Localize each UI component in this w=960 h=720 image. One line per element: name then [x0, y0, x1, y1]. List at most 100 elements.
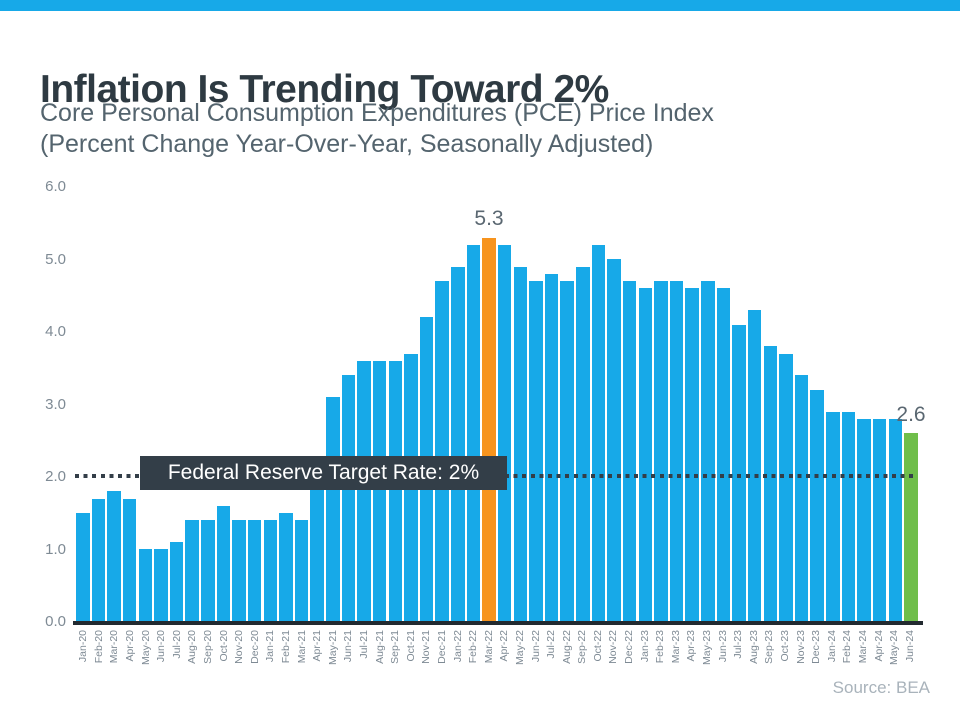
bar: [138, 549, 152, 622]
x-tick-label: Nov-21: [420, 630, 433, 664]
y-tick-label: 1.0: [45, 541, 66, 558]
x-tick-label: Mar-22: [482, 630, 495, 664]
y-tick-label: 6.0: [45, 178, 66, 195]
bar: [154, 549, 168, 622]
bar: [247, 520, 262, 622]
target-rate-label: Federal Reserve Target Rate: 2%: [167, 461, 480, 484]
bar: [529, 281, 543, 622]
x-tick-label: Oct-20: [217, 630, 230, 662]
bar: [872, 419, 887, 622]
bar: [201, 520, 215, 622]
bar: [185, 520, 199, 622]
x-tick-label: Sep-22: [576, 630, 589, 664]
x-tick-label: Oct-21: [404, 630, 417, 662]
bar: [576, 267, 590, 622]
bar: [357, 361, 371, 622]
x-tick-label: Sep-20: [202, 630, 215, 664]
x-axis-tick-labels: Jan-20 Feb-20 Mar-20 Apr-20 May-20 Jun-20 Jul-…: [76, 630, 918, 680]
x-tick-label: Jun-24: [903, 630, 916, 663]
bar: [669, 281, 684, 622]
x-tick-label: Jun-22: [529, 630, 542, 663]
bar: [904, 433, 918, 622]
x-tick-label: Aug-22: [560, 630, 573, 664]
target-rate-label-box: Federal Reserve Target Rate: 2%: [140, 456, 507, 490]
y-tick-label: 2.0: [45, 468, 66, 485]
x-tick-label: May-23: [701, 630, 714, 666]
x-tick-label: Aug-21: [373, 630, 386, 664]
x-tick-label: Feb-22: [467, 630, 480, 664]
x-tick-label: Jul-20: [170, 630, 183, 659]
bar: [779, 354, 793, 622]
x-tick-label: Dec-21: [435, 630, 448, 664]
subtitle-line-2: (Percent Change Year-Over-Year, Seasonal…: [40, 130, 654, 158]
x-tick-label: Dec-22: [623, 630, 636, 664]
x-tick-label: Feb-23: [654, 630, 667, 664]
y-tick-label: 3.0: [45, 396, 66, 413]
bar: [826, 412, 840, 622]
bar: [372, 361, 387, 622]
bar: [638, 288, 652, 622]
bar: [310, 477, 324, 622]
page-subtitle: Core Personal Consumption Expenditures (…: [40, 98, 920, 160]
bar: [544, 274, 559, 622]
bar: [326, 397, 340, 622]
x-tick-label: Jul-22: [545, 630, 558, 659]
x-tick-label: Jan-21: [264, 630, 277, 663]
x-tick-label: Apr-21: [311, 630, 324, 662]
bar: [341, 375, 356, 622]
bar: [763, 346, 777, 622]
bar: [466, 245, 481, 622]
x-tick-label: Jul-23: [732, 630, 745, 659]
x-tick-label: Mar-24: [856, 630, 869, 664]
y-tick-label: 0.0: [45, 613, 66, 630]
bar: [435, 281, 449, 622]
bar: [794, 375, 809, 622]
x-tick-label: Mar-21: [295, 630, 308, 664]
x-tick-label: Jun-20: [155, 630, 168, 663]
bar: [716, 288, 731, 622]
x-tick-label: Apr-20: [124, 630, 137, 662]
bar: [607, 259, 621, 622]
bar: [560, 281, 574, 622]
peak-value-label: 5.3: [474, 207, 504, 230]
bar: [747, 310, 762, 622]
x-tick-label: Feb-21: [280, 630, 293, 664]
x-tick-label: Sep-23: [763, 630, 776, 664]
x-tick-label: May-21: [326, 630, 339, 666]
bar: [497, 245, 512, 622]
bar: [810, 390, 824, 622]
x-tick-label: Dec-20: [248, 630, 261, 664]
page-title: Inflation Is Trending Toward 2%: [40, 68, 609, 112]
bar: [591, 245, 606, 622]
bar: [857, 419, 871, 622]
bar: [216, 506, 231, 622]
bar: [388, 361, 402, 622]
x-tick-label: Jun-23: [716, 630, 729, 663]
x-tick-label: Jan-20: [77, 630, 90, 663]
x-tick-label: May-24: [888, 630, 901, 666]
bar: [76, 513, 90, 622]
x-tick-label: Aug-23: [747, 630, 760, 664]
x-tick-label: Apr-22: [498, 630, 511, 662]
bar: [654, 281, 668, 622]
x-axis-line: [73, 621, 923, 625]
subtitle-line-1: Core Personal Consumption Expenditures (…: [40, 99, 714, 127]
bar: [169, 542, 184, 622]
x-tick-label: May-22: [513, 630, 526, 666]
bar: [685, 288, 699, 622]
bar: [732, 325, 746, 622]
latest-value-label: 2.6: [896, 403, 926, 426]
y-tick-label: 4.0: [45, 323, 66, 340]
bar: [294, 520, 309, 622]
source-label: Source: BEA: [832, 678, 930, 697]
bar: [622, 281, 637, 622]
x-tick-label: Apr-24: [872, 630, 885, 662]
x-tick-label: Sep-21: [389, 630, 402, 664]
x-tick-label: May-20: [139, 630, 152, 666]
bar: [279, 513, 293, 622]
bar: [263, 520, 277, 622]
x-tick-label: Aug-20: [186, 630, 199, 664]
x-tick-label: Jun-21: [342, 630, 355, 663]
x-tick-label: Feb-24: [841, 630, 854, 664]
